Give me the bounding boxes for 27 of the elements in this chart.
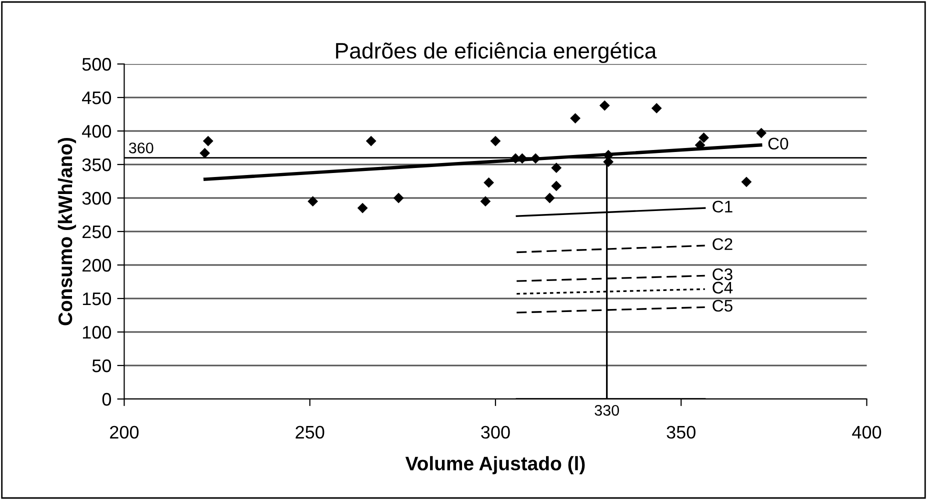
- y-tick-label: 100: [82, 326, 112, 339]
- chart-title: Padrões de eficiência energética: [336, 42, 657, 64]
- y-tick-label: 150: [82, 292, 112, 306]
- series-label: 330: [594, 404, 620, 416]
- series-label: C1: [712, 200, 732, 213]
- ref-line-label: 360: [128, 142, 154, 154]
- y-tick-label: 0: [102, 392, 112, 406]
- x-tick-label: 350: [666, 426, 696, 439]
- x-tick-label: 200: [110, 426, 139, 439]
- y-tick-label: 500: [82, 58, 112, 71]
- y-tick-label: 250: [82, 225, 112, 238]
- x-tick-label: 300: [481, 426, 510, 439]
- y-tick-label: 200: [82, 258, 112, 272]
- series-label: C3: [712, 268, 732, 280]
- y-axis-title: Consumo (kWh/ano): [58, 138, 76, 326]
- series-label: C0: [768, 138, 788, 150]
- y-tick-label: 350: [82, 158, 112, 172]
- x-tick-label: 250: [296, 426, 324, 439]
- y-tick-label: 300: [82, 192, 112, 205]
- x-tick-label: 400: [852, 426, 882, 439]
- y-tick-label: 400: [82, 124, 112, 138]
- x-axis-title: Volume Ajustado (l): [405, 456, 585, 474]
- series-label: C2: [712, 238, 732, 250]
- y-tick-label: 50: [92, 359, 112, 372]
- series-label: C5: [712, 300, 732, 312]
- y-tick-label: 450: [82, 91, 112, 104]
- series-label: C4: [712, 282, 733, 294]
